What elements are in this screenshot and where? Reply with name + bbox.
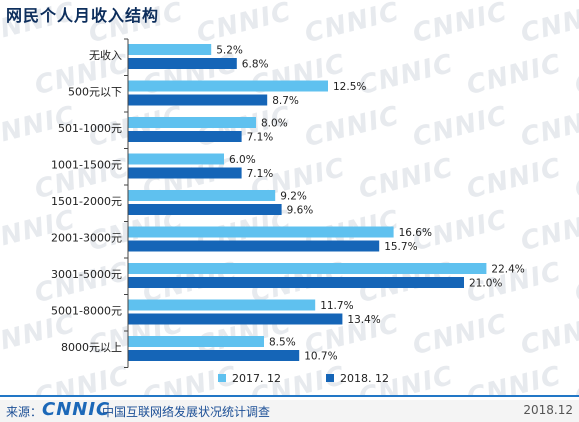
- data-label: 8.7%: [272, 95, 299, 107]
- data-label: 11.7%: [320, 300, 353, 312]
- category-label: 1501-2000元: [51, 195, 122, 208]
- category-label: 3001-5000元: [51, 268, 122, 281]
- category-label: 501-1000元: [58, 122, 122, 135]
- bar-2018: [128, 240, 380, 252]
- category-label: 8000元以上: [61, 341, 122, 354]
- bar-2018: [128, 58, 237, 69]
- category-label: 500元以下: [68, 86, 122, 99]
- legend-swatch: [218, 374, 226, 382]
- data-label: 9.6%: [287, 205, 314, 217]
- data-label: 16.6%: [399, 227, 432, 239]
- data-label: 22.4%: [491, 264, 524, 276]
- legend-label: 2017. 12: [232, 372, 281, 385]
- footer: 来源： CNNIC 中国互联网络发展状况统计调查 2018.12: [0, 399, 579, 422]
- data-label: 5.2%: [216, 45, 243, 57]
- data-label: 6.0%: [229, 154, 256, 166]
- legend-label: 2018. 12: [340, 372, 389, 385]
- bar-2018: [128, 167, 242, 179]
- bar-2017: [128, 117, 256, 128]
- data-label: 8.5%: [269, 337, 296, 349]
- bar-2018: [128, 277, 464, 288]
- legend-swatch: [326, 374, 334, 382]
- bar-2018: [128, 313, 343, 325]
- data-label: 15.7%: [384, 241, 417, 253]
- category-label: 5001-8000元: [51, 305, 122, 318]
- data-label: 12.5%: [333, 81, 366, 93]
- footer-source-label: 来源：: [6, 405, 43, 419]
- cnnic-logo: CNNIC: [42, 399, 111, 420]
- bar-2018: [128, 350, 300, 361]
- bar-2017: [128, 263, 487, 274]
- category-label: 2001-3000元: [51, 232, 122, 245]
- data-label: 13.4%: [347, 314, 380, 326]
- page-title: 网民个人月收入结构: [6, 6, 160, 25]
- footer-date: 2018.12: [523, 403, 573, 417]
- income-bar-chart: 无收入 5.2% 6.8% 500元以下 12.5% 8.7% 501-1000元 8.0% 7…: [51, 38, 525, 385]
- data-label: 6.8%: [242, 59, 269, 71]
- footer-report-name: 中国互联网络发展状况统计调查: [102, 405, 271, 419]
- data-label: 9.2%: [280, 191, 307, 203]
- bar-2017: [128, 190, 276, 201]
- bar-2017: [128, 226, 394, 238]
- bar-2018: [128, 131, 242, 142]
- bar-2017: [128, 80, 328, 92]
- bar-2017: [128, 153, 224, 165]
- data-label: 7.1%: [247, 132, 274, 144]
- category-label: 无收入: [89, 48, 122, 62]
- data-label: 10.7%: [304, 351, 337, 363]
- data-label: 8.0%: [261, 118, 288, 130]
- bar-2017: [128, 336, 264, 347]
- footer-divider: [0, 395, 579, 397]
- category-label: 1001-1500元: [51, 159, 122, 172]
- data-label: 7.1%: [247, 168, 274, 180]
- bar-2017: [128, 299, 316, 311]
- bar-2018: [128, 204, 282, 215]
- bar-2018: [128, 94, 268, 106]
- bar-2017: [128, 44, 212, 55]
- data-label: 21.0%: [469, 278, 502, 290]
